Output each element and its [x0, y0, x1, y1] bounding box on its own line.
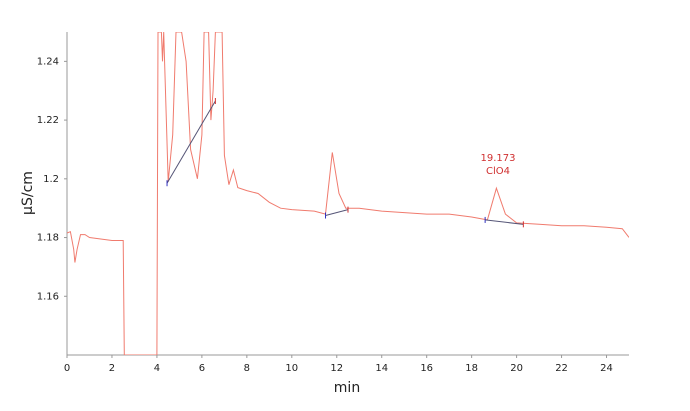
x-tick-label: 2	[109, 363, 115, 374]
x-tick-label: 14	[375, 363, 388, 374]
x-tick-label: 16	[420, 363, 433, 374]
trace	[67, 32, 629, 355]
x-tick-label: 10	[285, 363, 298, 374]
x-axis-label: min	[334, 380, 360, 396]
x-tick-label: 8	[244, 363, 250, 374]
x-tick-label: 18	[465, 363, 478, 374]
integration-baseline	[485, 219, 524, 225]
x-tick-label: 12	[330, 363, 343, 374]
y-tick-label: 1.18	[37, 233, 59, 244]
integration-baseline	[166, 100, 216, 184]
y-tick-label: 1.16	[37, 291, 59, 302]
y-tick-label: 1.2	[43, 174, 59, 185]
y-tick-label: 1.22	[37, 115, 59, 126]
peak-name: ClO4	[486, 166, 510, 177]
y-axis-label: µS/cm	[20, 171, 36, 215]
peak-time: 19.173	[481, 153, 516, 164]
integration-baseline	[325, 209, 349, 217]
y-tick-label: 1.24	[37, 56, 59, 67]
x-tick-label: 4	[154, 363, 160, 374]
x-tick-label: 24	[600, 363, 613, 374]
x-tick-label: 6	[199, 363, 205, 374]
x-tick-label: 0	[64, 363, 70, 374]
x-tick-label: 20	[510, 363, 523, 374]
x-tick-label: 22	[555, 363, 568, 374]
